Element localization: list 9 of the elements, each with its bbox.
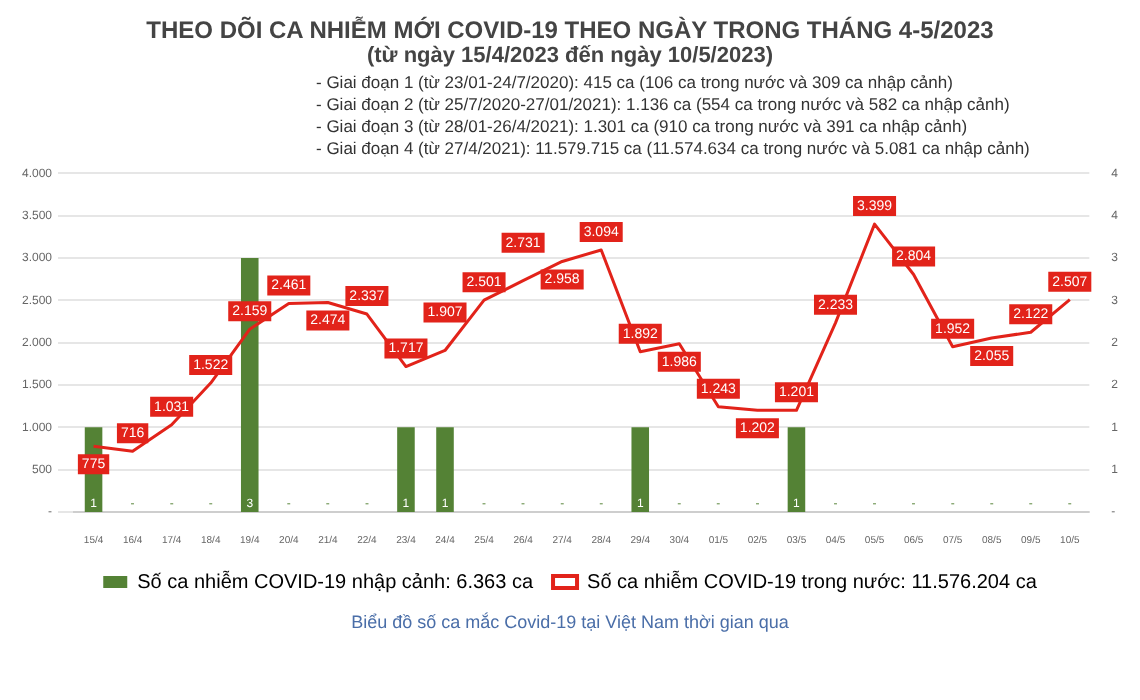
chart-subtitle: (từ ngày 15/4/2023 đến ngày 10/5/2023) [364, 44, 775, 68]
text: - Giai đoạn 4 (từ 27/4/2021): 11.579.715 ca (11.574.634 ca trong nước và 5.081 ca nhập cảnh) [316, 138, 1032, 160]
text: - Giai đoạn 1 (từ 23/01-24/7/2020): 415 ca (106 ca trong nước và 309 ca nhập cảnh) [316, 72, 955, 94]
chart-title: THEO DÕI CA NHIỄM MỚI COVID-19 THEO NGÀY TRONG THÁNG 4-5/2023 [144, 16, 996, 44]
legend-label: Số ca nhiễm COVID-19 nhập cảnh: 6.363 ca [137, 569, 534, 594]
text: Biểu đồ số ca mắc Covid-19 tại Việt Nam thời gian qua [349, 612, 791, 632]
text: - Giai đoạn 3 (từ 28/01-26/4/2021): 1.301 ca (910 ca trong nước và 391 ca nhập cảnh) [316, 116, 970, 138]
legend-label: Số ca nhiễm COVID-19 trong nước: 11.576.204 ca [587, 569, 1038, 594]
text: - Giai đoạn 2 (từ 25/7/2020-27/01/2021): 1.136 ca (554 ca trong nước và 582 ca nhập cảnh) [316, 94, 1012, 116]
